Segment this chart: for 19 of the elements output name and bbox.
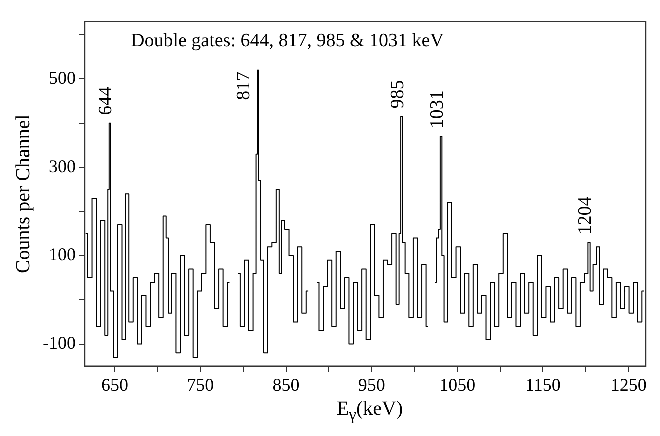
y-tick-label: 300: [48, 156, 76, 176]
y-tick-label: -100: [42, 333, 76, 354]
x-tick-label: 1150: [526, 374, 561, 395]
text: Double gates: 644, 817, 985 & 1031 keV: [130, 30, 444, 52]
x-tick-label: 1250: [610, 374, 647, 395]
x-tick-label: 750: [187, 374, 214, 395]
x-tick-label: 650: [101, 374, 128, 395]
annotation: 644: [95, 86, 116, 116]
annotation: 817: [233, 72, 254, 100]
y-tick-label: 500: [48, 68, 76, 88]
x-tick-label: 1050: [440, 374, 476, 395]
annotation: 985: [387, 80, 408, 109]
x-tick-label: 850: [272, 374, 300, 395]
annotation: 1204: [574, 196, 596, 235]
annotation: 1031: [426, 90, 448, 129]
y-tick-label: 100: [48, 244, 76, 265]
x-tick-label: 950: [358, 374, 386, 395]
x-axis-title: E$_{γ}$(keV): [336, 398, 404, 425]
y-axis-title: Counts per Channel: [12, 114, 34, 274]
